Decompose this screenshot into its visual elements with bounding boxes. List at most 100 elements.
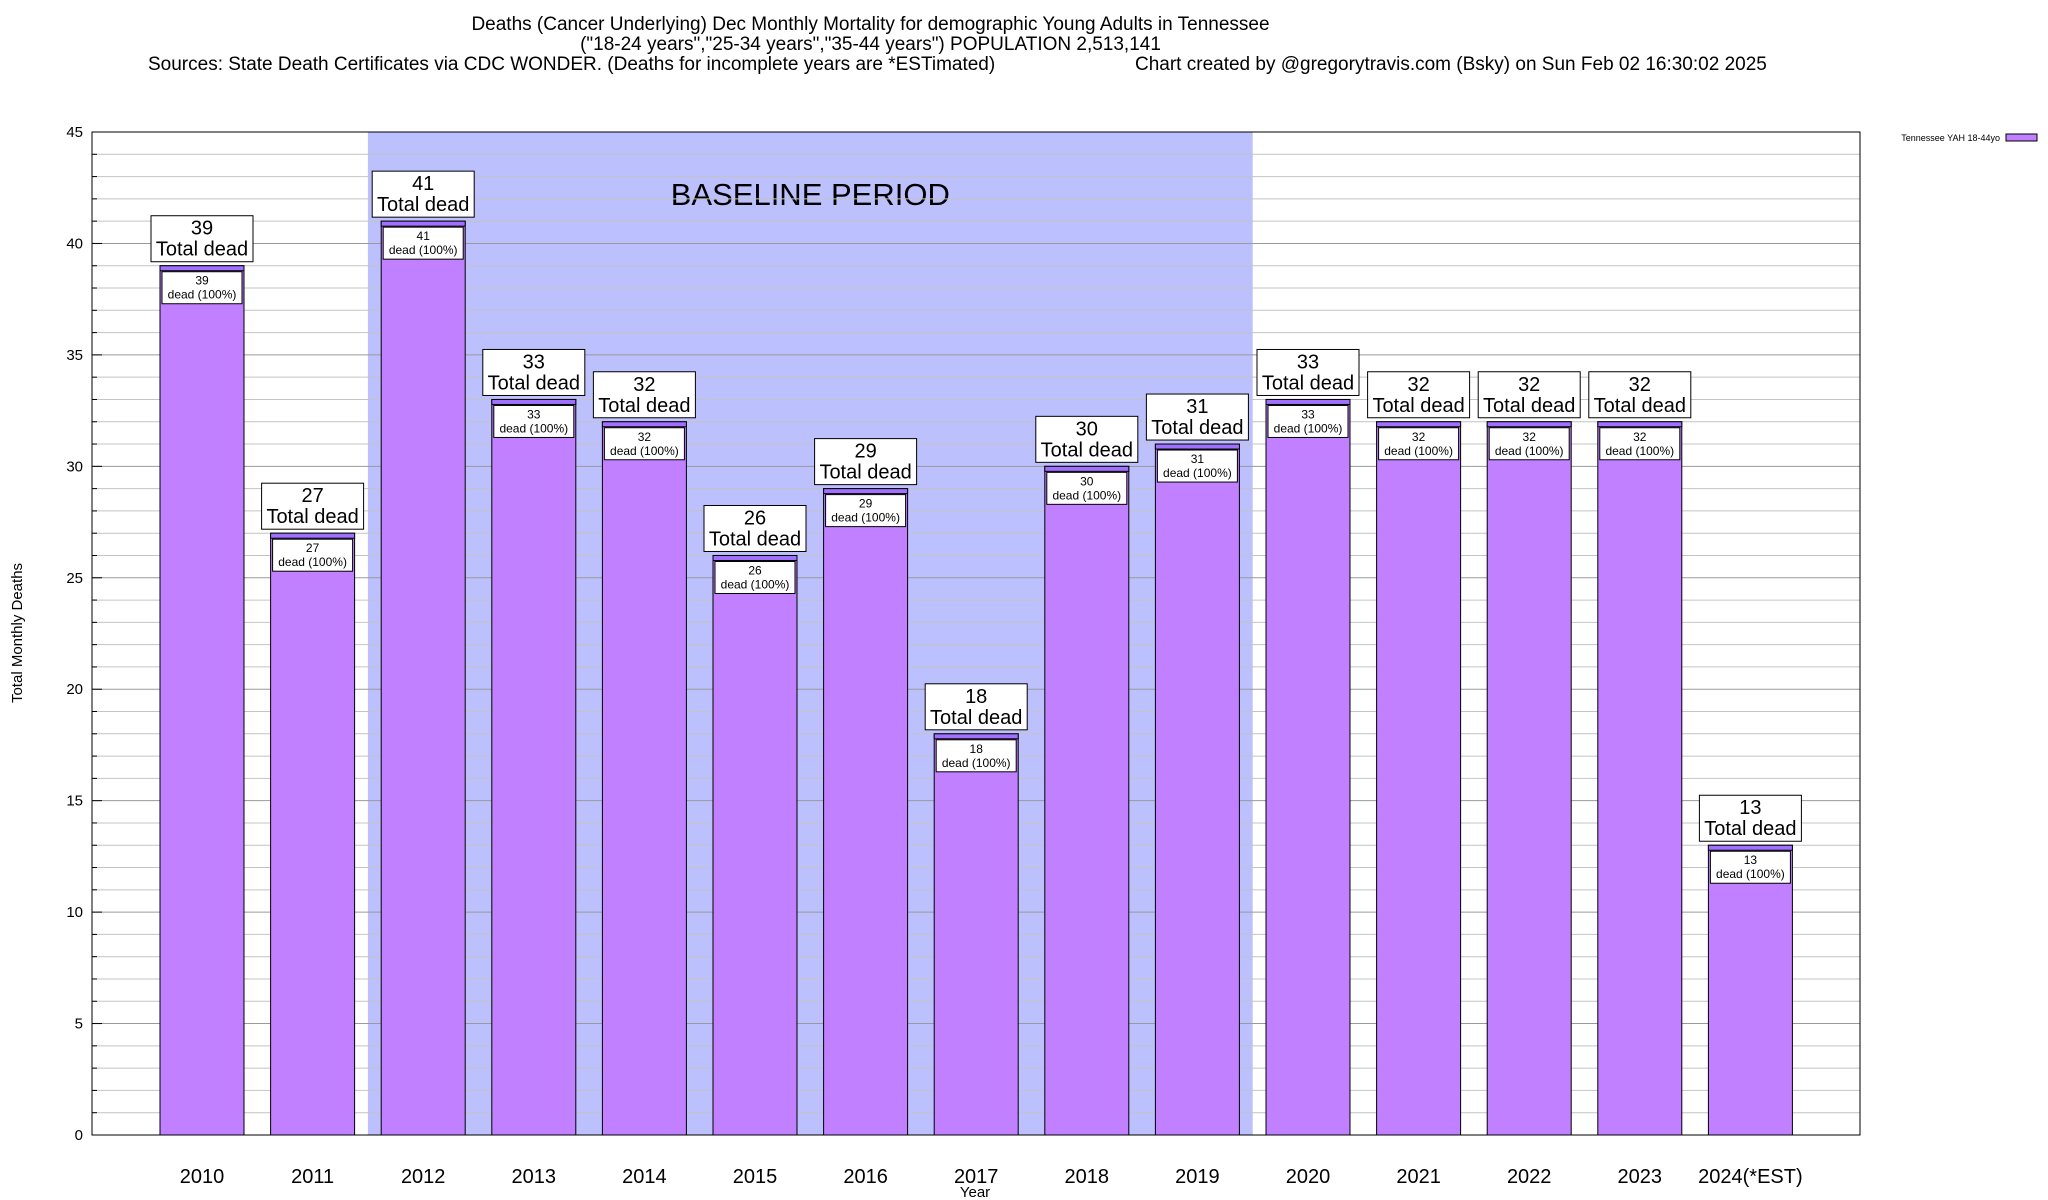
inner-label-text: dead (100%) [831, 511, 900, 525]
y-tick-label: 10 [66, 904, 83, 921]
total-label-value: 39 [191, 218, 213, 240]
total-label-value: 32 [1629, 374, 1651, 396]
total-label-box [1367, 371, 1471, 419]
inner-label-value: 31 [1191, 452, 1205, 466]
chart-credit: Chart created by @gregorytravis.com (Bsk… [1135, 54, 1767, 75]
bar [380, 220, 466, 1136]
inner-label-value: 13 [1744, 853, 1758, 867]
inner-label-value: 18 [970, 742, 984, 756]
total-label-box [150, 215, 254, 263]
total-label-box [371, 170, 475, 218]
bar [1265, 398, 1351, 1136]
bar [1597, 421, 1683, 1136]
x-tick-label: 2019 [1175, 1166, 1220, 1188]
y-tick-label: 25 [66, 570, 83, 587]
inner-label-box [603, 427, 685, 461]
total-label-box [1145, 393, 1249, 441]
bar [712, 554, 798, 1136]
inner-label-box [493, 404, 575, 438]
x-tick-label: 2011 [291, 1166, 334, 1188]
total-label-text: Total dead [1372, 395, 1464, 417]
total-label-value: 29 [854, 441, 876, 463]
inner-label-box [161, 271, 243, 305]
bar-cap [1154, 443, 1240, 450]
inner-label-text: dead (100%) [1163, 466, 1232, 480]
total-label-value: 32 [1407, 374, 1429, 396]
inner-label-box [825, 494, 907, 528]
y-tick-label: 45 [66, 124, 83, 141]
inner-label-value: 32 [638, 430, 652, 444]
total-label-box [1477, 371, 1581, 419]
total-label-text: Total dead [1262, 372, 1354, 394]
total-label-text: Total dead [819, 462, 911, 484]
chart-sources: Sources: State Death Certificates via CD… [148, 54, 996, 75]
bar [1486, 421, 1572, 1136]
y-tick-label: 30 [66, 458, 83, 475]
bar-cap [823, 488, 909, 495]
bar [823, 488, 909, 1136]
total-label-text: Total dead [1594, 395, 1686, 417]
total-label-value: 32 [633, 374, 655, 396]
inner-label-value: 39 [195, 274, 209, 288]
bar-cap [712, 554, 798, 561]
x-tick-label: 2012 [401, 1166, 446, 1188]
total-label-value: 18 [965, 686, 987, 708]
chart-subtitle: ("18-24 years","25-34 years","35-44 year… [580, 34, 1161, 55]
total-label-value: 26 [744, 507, 766, 529]
inner-label-value: 32 [1523, 430, 1537, 444]
inner-label-box [272, 538, 354, 572]
bar [1376, 421, 1462, 1136]
inner-label-value: 33 [527, 407, 541, 421]
y-axis-title: Total Monthly Deaths [9, 563, 26, 703]
y-tick-label: 0 [75, 1127, 83, 1144]
inner-label-box [1488, 427, 1570, 461]
bar-cap [1707, 844, 1793, 851]
x-tick-label: 2010 [180, 1166, 225, 1188]
x-tick-label: 2016 [843, 1166, 888, 1188]
total-label-box [703, 504, 807, 552]
x-tick-label: 2021 [1396, 1166, 1441, 1188]
total-label-value: 41 [412, 173, 434, 195]
inner-label-value: 32 [1633, 430, 1647, 444]
x-tick-label: 2020 [1286, 1166, 1331, 1188]
inner-label-box [382, 226, 464, 260]
total-label-text: Total dead [266, 506, 358, 528]
total-label-text: Total dead [598, 395, 690, 417]
bar-cap [1486, 421, 1572, 428]
bar [491, 398, 577, 1136]
inner-label-text: dead (100%) [1605, 444, 1674, 458]
inner-label-box [714, 560, 796, 594]
chart-title: Deaths (Cancer Underlying) Dec Monthly M… [471, 14, 1270, 35]
bar-cap [1376, 421, 1462, 428]
inner-label-box [1156, 449, 1238, 483]
inner-label-box [1046, 471, 1128, 505]
y-tick-label: 15 [66, 793, 83, 810]
total-label-value: 27 [301, 485, 323, 507]
bar-cap [601, 421, 687, 428]
total-label-value: 30 [1076, 418, 1098, 440]
total-label-box [1698, 794, 1802, 842]
x-tick-label: 2015 [733, 1166, 778, 1188]
inner-label-box [935, 739, 1017, 773]
total-label-value: 33 [1297, 351, 1319, 373]
bar [933, 733, 1019, 1136]
inner-label-text: dead (100%) [389, 243, 458, 257]
x-tick-label: 2018 [1065, 1166, 1110, 1188]
inner-label-text: dead (100%) [1052, 488, 1121, 502]
y-tick-label: 35 [66, 347, 83, 364]
inner-label-value: 41 [417, 229, 431, 243]
baseline-period-label: BASELINE PERIOD [671, 177, 950, 212]
total-label-value: 32 [1518, 374, 1540, 396]
bar [1707, 844, 1793, 1136]
inner-label-value: 26 [748, 563, 762, 577]
legend-label: Tennessee YAH 18-44yo [1901, 133, 2000, 143]
inner-label-box [1267, 404, 1349, 438]
x-tick-label: 2022 [1507, 1166, 1552, 1188]
bar-cap [491, 398, 577, 405]
bar [1044, 465, 1130, 1136]
bar-cap [1265, 398, 1351, 405]
y-tick-label: 5 [75, 1016, 83, 1033]
inner-label-box [1378, 427, 1460, 461]
total-label-text: Total dead [488, 372, 580, 394]
total-label-box [261, 482, 365, 530]
